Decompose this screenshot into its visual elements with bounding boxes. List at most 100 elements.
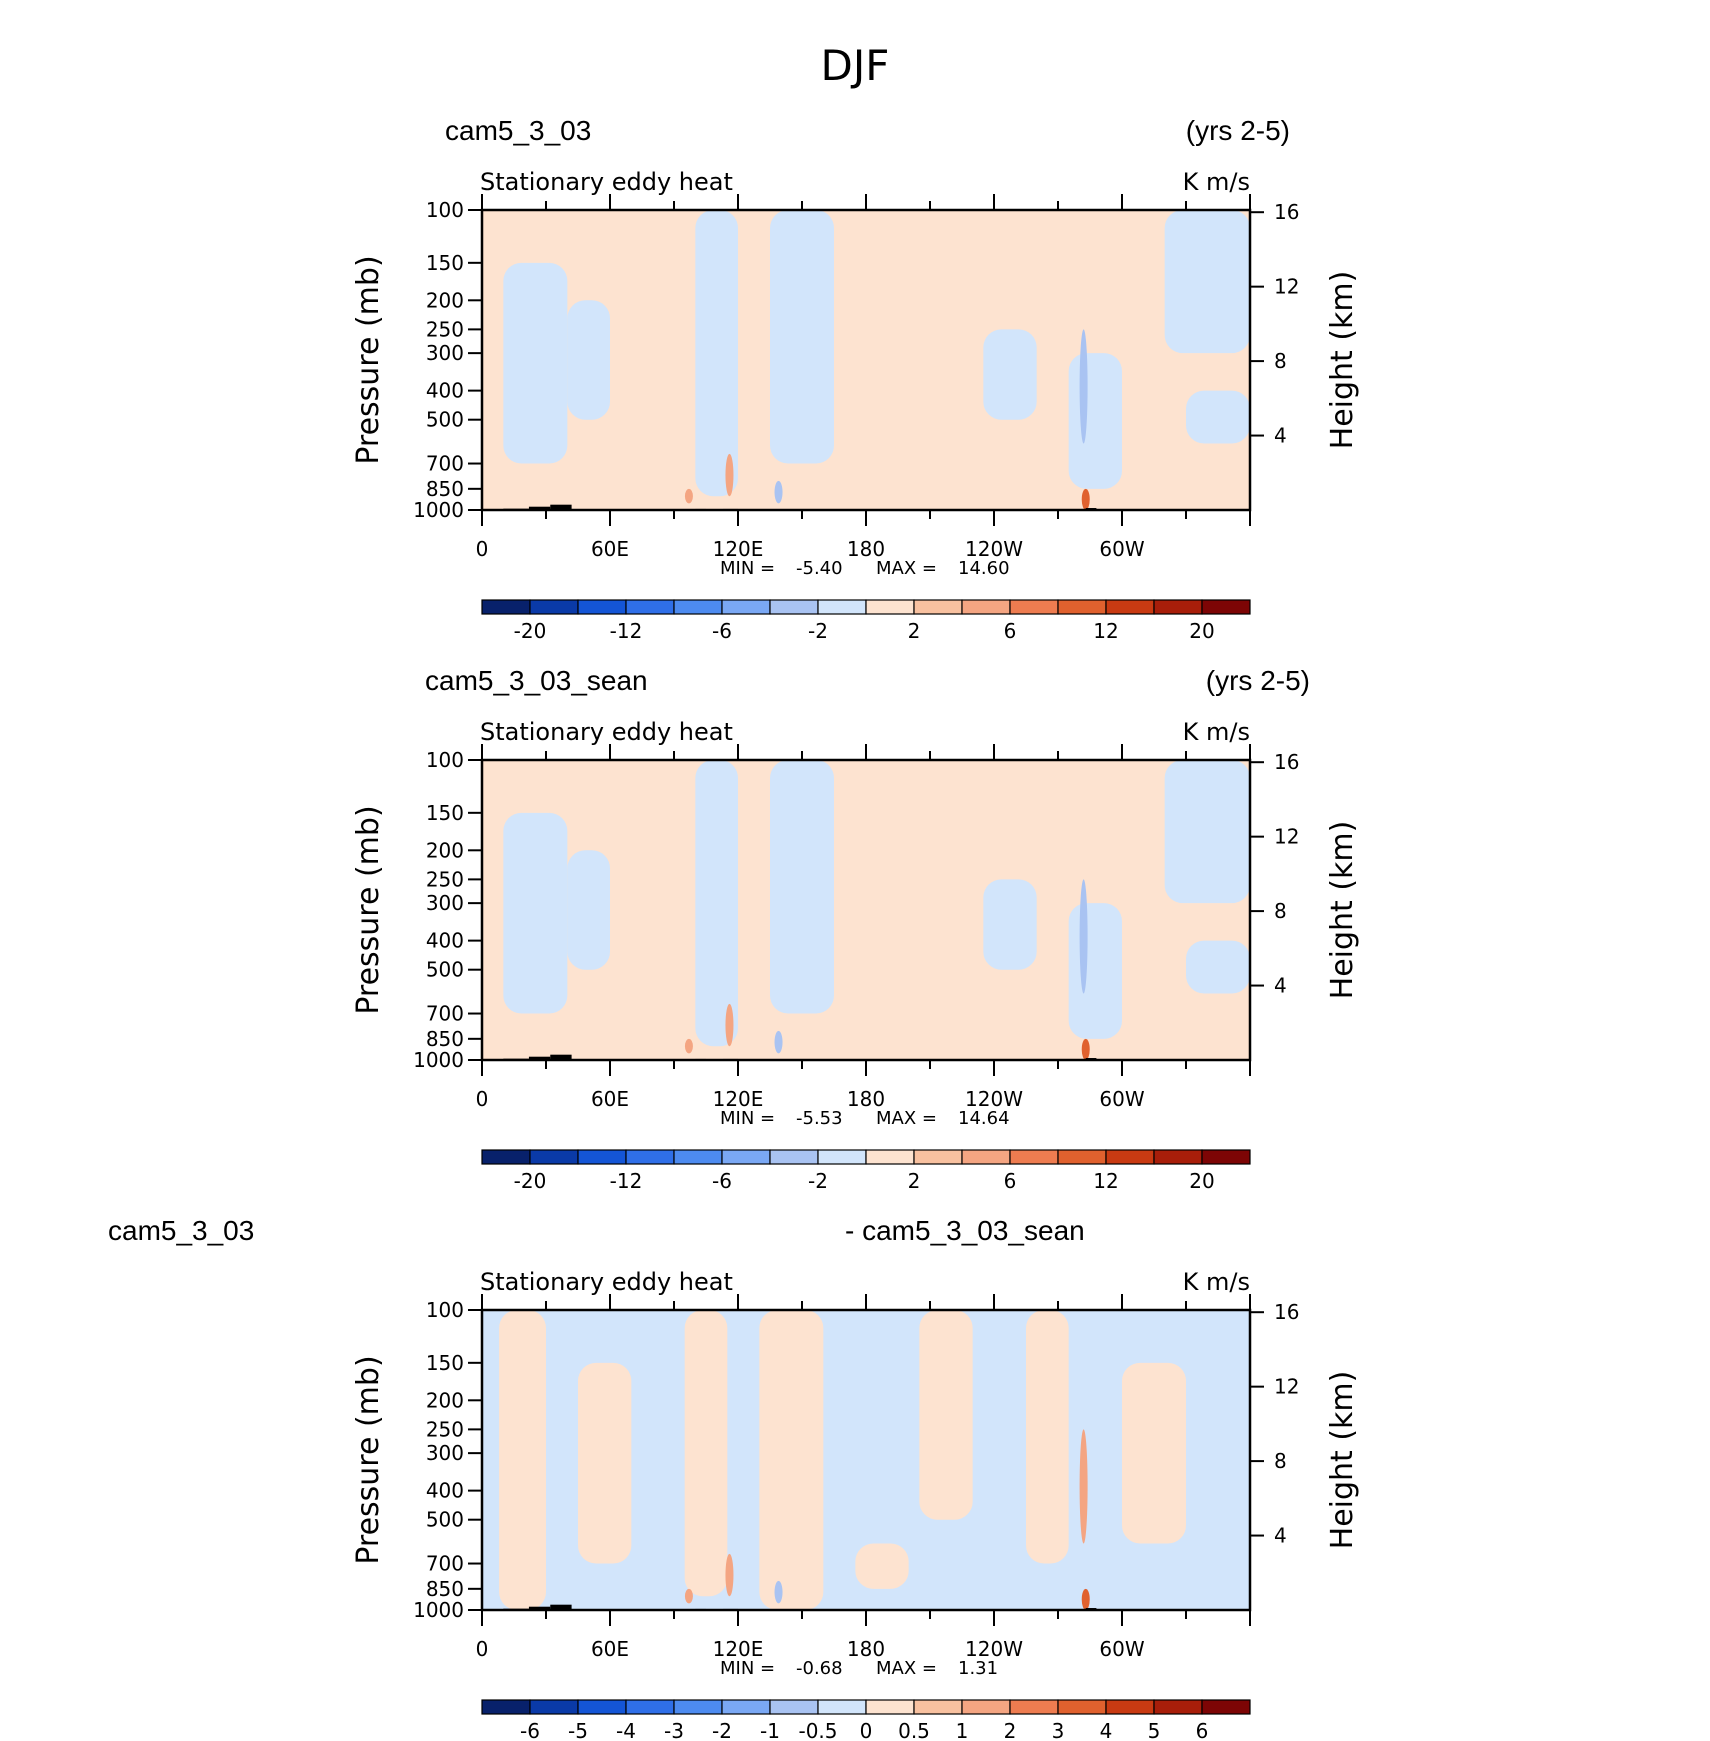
colorbar-swatch bbox=[769, 1149, 819, 1165]
x-tick-label: 180 bbox=[847, 1087, 885, 1111]
colorbar-swatch bbox=[961, 599, 1011, 615]
colorbar-swatch bbox=[577, 1149, 627, 1165]
y-tick-label-right: 8 bbox=[1274, 899, 1287, 923]
y-tick-label-left: 400 bbox=[426, 379, 464, 403]
y-tick-label-right: 12 bbox=[1274, 825, 1299, 849]
years-label: (yrs 2-5) bbox=[1206, 665, 1310, 696]
y-tick-label-left: 700 bbox=[426, 452, 464, 476]
panel-3: - cam5_3_03_sean Stationary eddy heat K m/… bbox=[351, 1215, 1360, 1741]
y-tick-label-right: 12 bbox=[1274, 1375, 1299, 1399]
y-tick-label-left: 100 bbox=[426, 748, 464, 772]
y-tick-label-right: 4 bbox=[1274, 424, 1287, 448]
colorbar-label: -12 bbox=[610, 1169, 643, 1193]
colorbar-label: 0 bbox=[860, 1719, 873, 1741]
x-tick-label: 120W bbox=[965, 537, 1023, 561]
colorbar-label: 5 bbox=[1148, 1719, 1161, 1741]
colorbar: -20 -12 -6 -2 2 6 12 20 bbox=[481, 599, 1251, 643]
min-value: -0.68 bbox=[796, 1658, 843, 1679]
max-value: 14.64 bbox=[958, 1108, 1010, 1129]
colorbar-swatch bbox=[721, 599, 771, 615]
colorbar-swatch bbox=[1201, 1149, 1251, 1165]
colorbar-label: 4 bbox=[1100, 1719, 1113, 1741]
y-tick-label-left: 150 bbox=[426, 1351, 464, 1375]
y-tick-label-left: 1000 bbox=[413, 1048, 464, 1072]
colorbar-label: -20 bbox=[514, 1169, 547, 1193]
colorbar-label: 3 bbox=[1052, 1719, 1065, 1741]
colorbar-label: -20 bbox=[514, 619, 547, 643]
colorbar: -6 -5 -4 -3 -2 -1 -0.5 0 0.5 1 2 3 4 5 6 bbox=[481, 1699, 1251, 1741]
y-tick-label-left: 150 bbox=[426, 251, 464, 275]
y-tick-label-left: 200 bbox=[426, 838, 464, 862]
variable-label: Stationary eddy heat bbox=[480, 168, 733, 196]
colorbar-swatch bbox=[961, 1699, 1011, 1715]
y-tick-label-left: 150 bbox=[426, 801, 464, 825]
colorbar-label: 6 bbox=[1196, 1719, 1209, 1741]
y-tick-label-left: 250 bbox=[426, 867, 464, 891]
x-tick-label: 60E bbox=[591, 1637, 629, 1661]
colorbar-label: -3 bbox=[664, 1719, 684, 1741]
x-tick-label: 120W bbox=[965, 1087, 1023, 1111]
colorbar-swatch bbox=[1057, 1699, 1107, 1715]
x-tick-label: 60E bbox=[591, 1087, 629, 1111]
colorbar-swatch bbox=[769, 599, 819, 615]
y-tick-label-left: 100 bbox=[426, 1298, 464, 1322]
y-tick-label-left: 400 bbox=[426, 929, 464, 953]
y-tick-label-left: 500 bbox=[426, 1508, 464, 1532]
y-tick-label-left: 700 bbox=[426, 1002, 464, 1026]
colorbar-label: 6 bbox=[1004, 619, 1017, 643]
colorbar-swatch bbox=[481, 1699, 531, 1715]
x-tick-label: 60E bbox=[591, 537, 629, 561]
colorbar-swatch bbox=[673, 1149, 723, 1165]
y-tick-label-left: 200 bbox=[426, 288, 464, 312]
colorbar-swatch bbox=[481, 1149, 531, 1165]
colorbar-swatch bbox=[913, 1699, 963, 1715]
y-tick-label-left: 250 bbox=[426, 317, 464, 341]
colorbar-swatch bbox=[1057, 599, 1107, 615]
colorbar-swatch bbox=[961, 1149, 1011, 1165]
colorbar-swatch bbox=[721, 1699, 771, 1715]
colorbar-swatch bbox=[865, 1699, 915, 1715]
colorbar-swatch bbox=[769, 1699, 819, 1715]
colorbar-label: -4 bbox=[616, 1719, 636, 1741]
colorbar-swatch bbox=[1153, 1149, 1203, 1165]
y-axis-title-right: Height (km) bbox=[1325, 1371, 1360, 1550]
colorbar-swatch bbox=[529, 599, 579, 615]
y-tick-label-right: 4 bbox=[1274, 974, 1287, 998]
colorbar-label: -6 bbox=[712, 619, 732, 643]
contour-field bbox=[482, 1310, 1250, 1610]
colorbar-label: 2 bbox=[908, 1169, 921, 1193]
colorbar-label: -2 bbox=[808, 1169, 828, 1193]
case-name: cam5_3_03_sean bbox=[425, 665, 648, 696]
colorbar-swatch bbox=[817, 1699, 867, 1715]
y-tick-label-left: 200 bbox=[426, 1388, 464, 1412]
colorbar-label: 2 bbox=[908, 619, 921, 643]
colorbar-swatch bbox=[625, 599, 675, 615]
colorbar-swatch bbox=[817, 599, 867, 615]
colorbar-swatch bbox=[529, 1149, 579, 1165]
colorbar-label: 12 bbox=[1093, 1169, 1118, 1193]
colorbar-label: 12 bbox=[1093, 619, 1118, 643]
years-label: (yrs 2-5) bbox=[1186, 115, 1290, 146]
y-tick-label-right: 16 bbox=[1274, 750, 1299, 774]
colorbar-label: 20 bbox=[1189, 619, 1214, 643]
colorbar-label: 0.5 bbox=[898, 1719, 930, 1741]
colorbar-swatch bbox=[1201, 1699, 1251, 1715]
min-label: MIN = bbox=[720, 1108, 775, 1129]
y-tick-label-left: 1000 bbox=[413, 498, 464, 522]
y-tick-label-left: 300 bbox=[426, 341, 464, 365]
variable-label: Stationary eddy heat bbox=[480, 1268, 733, 1296]
y-tick-label-left: 300 bbox=[426, 1441, 464, 1465]
max-label: MAX = bbox=[876, 1108, 937, 1129]
diff-left-label: cam5_3_03 bbox=[108, 1215, 254, 1246]
x-tick-label: 120W bbox=[965, 1637, 1023, 1661]
colorbar-swatch bbox=[625, 1699, 675, 1715]
units-label: K m/s bbox=[1183, 718, 1250, 746]
case-name: - cam5_3_03_sean bbox=[845, 1215, 1085, 1246]
y-tick-label-left: 850 bbox=[426, 1027, 464, 1051]
max-label: MAX = bbox=[876, 1658, 937, 1679]
colorbar-label: 2 bbox=[1004, 1719, 1017, 1741]
colorbar-swatch bbox=[1201, 599, 1251, 615]
colorbar-label: 6 bbox=[1004, 1169, 1017, 1193]
y-tick-label-left: 500 bbox=[426, 408, 464, 432]
